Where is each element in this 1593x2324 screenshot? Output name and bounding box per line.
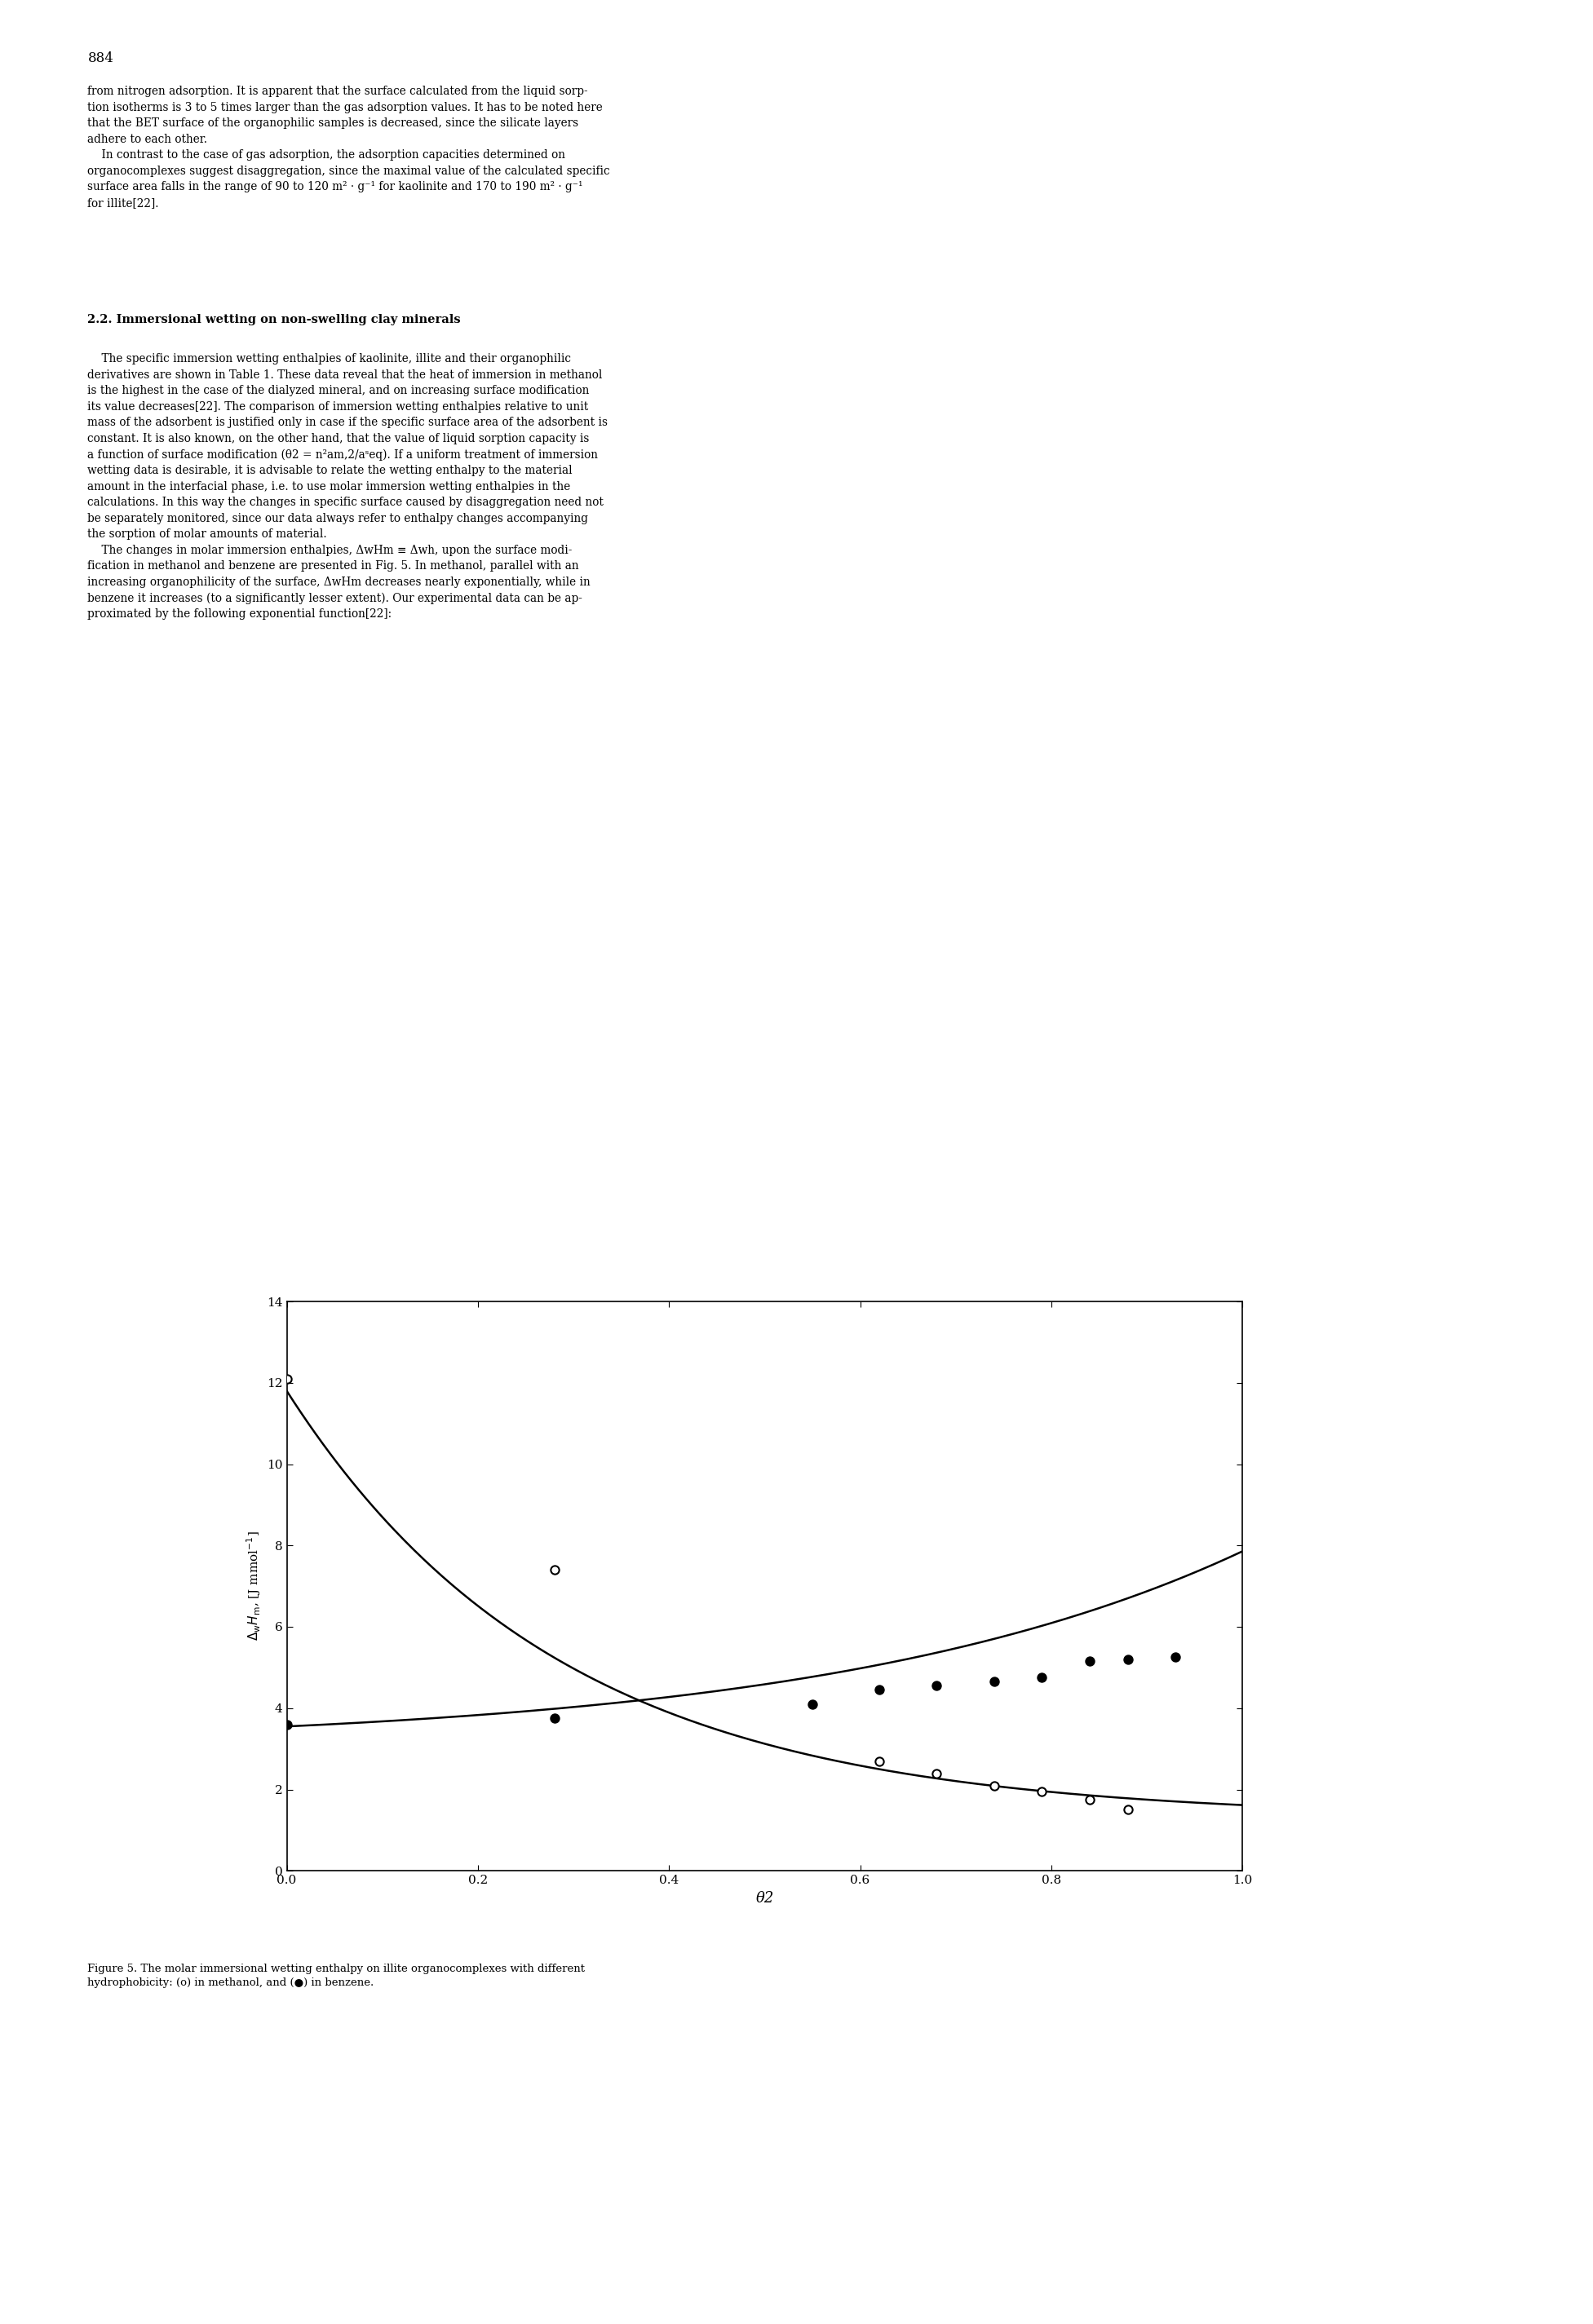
X-axis label: θ2: θ2 xyxy=(755,1892,774,1906)
Point xyxy=(542,1699,567,1736)
Y-axis label: $\Delta_{\rm w}H_{\rm m}$, [J mmol$^{-1}$]: $\Delta_{\rm w}H_{\rm m}$, [J mmol$^{-1}… xyxy=(245,1532,263,1641)
Point xyxy=(1029,1773,1055,1810)
Text: from nitrogen adsorption. It is apparent that the surface calculated from the li: from nitrogen adsorption. It is apparent… xyxy=(88,86,610,209)
Point xyxy=(1163,1638,1188,1676)
Text: 2.2. Immersional wetting on non-swelling clay minerals: 2.2. Immersional wetting on non-swelling… xyxy=(88,314,460,325)
Text: The specific immersion wetting enthalpies of kaolinite, illite and their organop: The specific immersion wetting enthalpie… xyxy=(88,353,609,621)
Point xyxy=(1077,1643,1102,1680)
Point xyxy=(981,1664,1007,1701)
Text: 884: 884 xyxy=(88,51,113,65)
Point xyxy=(1077,1780,1102,1817)
Text: Figure 5. The molar immersional wetting enthalpy on illite organocomplexes with : Figure 5. The molar immersional wetting … xyxy=(88,1964,585,1989)
Point xyxy=(542,1552,567,1590)
Point xyxy=(981,1766,1007,1803)
Point xyxy=(274,1706,299,1743)
Point xyxy=(867,1743,892,1780)
Point xyxy=(274,1360,299,1397)
Point xyxy=(867,1671,892,1708)
Point xyxy=(1115,1792,1141,1829)
Point xyxy=(800,1685,825,1722)
Point xyxy=(924,1755,949,1792)
Point xyxy=(1029,1659,1055,1697)
Point xyxy=(1115,1641,1141,1678)
Point xyxy=(924,1666,949,1703)
